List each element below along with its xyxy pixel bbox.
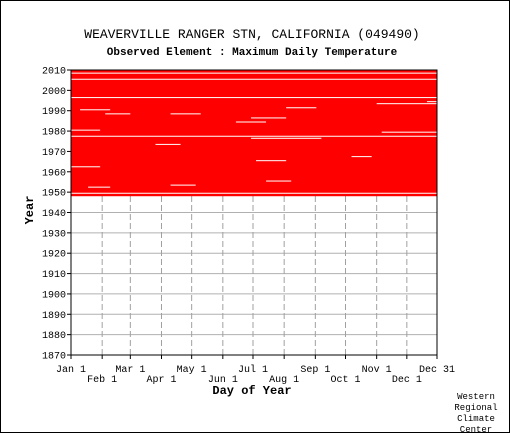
data-gap — [376, 103, 437, 105]
data-gap — [88, 186, 111, 188]
data-gap — [266, 180, 292, 182]
credit-line-3: Climate — [457, 414, 495, 424]
y-tick-label: 1930 — [42, 229, 66, 240]
data-gap — [256, 160, 287, 162]
x-axis-label: Day of Year — [212, 384, 291, 398]
data-gap — [71, 192, 437, 194]
data-gap — [71, 97, 437, 99]
data-gap — [170, 184, 196, 186]
y-tick-label: 1960 — [42, 168, 66, 179]
y-tick-label: 1870 — [42, 352, 66, 363]
data-gap — [286, 107, 317, 109]
x-tick-label: Nov 1 — [362, 365, 392, 376]
data-gap — [71, 129, 101, 131]
chart-subtitle: Observed Element : Maximum Daily Tempera… — [107, 47, 398, 59]
y-axis: 1870 1880 1890 1900 1910 1920 1930 1940 1950 1960… — [42, 67, 71, 363]
y-tick-label: 1890 — [42, 311, 66, 322]
data-coverage — [71, 70, 437, 197]
data-gap — [71, 72, 437, 74]
x-tick-label: Apr 1 — [146, 375, 176, 386]
x-tick-label: Feb 1 — [87, 374, 117, 386]
y-tick-label: 1980 — [42, 128, 66, 139]
x-axis: Jan 1 Mar 1 May 1 Jul 1 Sep 1 Nov 1 Dec 31 Feb … — [56, 355, 455, 386]
chart-title: WEAVERVILLE RANGER STN, CALIFORNIA (0494… — [84, 27, 419, 42]
data-layer — [71, 70, 437, 197]
data-gap — [426, 101, 437, 103]
data-gap — [71, 78, 437, 80]
x-tick-label: Dec 31 — [419, 365, 455, 376]
data-gap — [105, 113, 131, 115]
y-axis-label: Year — [23, 196, 37, 225]
y-tick-label: 2000 — [42, 87, 66, 98]
y-tick-label: 1880 — [42, 331, 66, 342]
x-tick-label: May 1 — [177, 365, 207, 376]
data-gap — [71, 135, 437, 137]
y-tick-label: 1990 — [42, 107, 66, 118]
data-gap — [170, 113, 201, 115]
x-tick-label: Oct 1 — [330, 375, 360, 386]
x-tick-label: Mar 1 — [115, 365, 145, 376]
y-tick-label: 1950 — [42, 189, 66, 200]
credit-line-1: Western — [457, 392, 495, 402]
credit-line-4: Center — [460, 425, 492, 433]
x-tick-label: Sep 1 — [300, 365, 330, 376]
credit-line-2: Regional — [454, 403, 497, 413]
y-tick-label: 1900 — [42, 290, 66, 301]
data-gap — [235, 121, 267, 123]
y-tick-label: 1910 — [42, 270, 66, 281]
x-tick-label: Jun 1 — [208, 375, 238, 386]
y-tick-label: 2010 — [42, 67, 66, 78]
y-tick-label: 1970 — [42, 148, 66, 159]
data-gap — [381, 131, 437, 133]
y-tick-label: 1920 — [42, 250, 66, 261]
data-gap — [250, 117, 287, 119]
data-gap — [351, 156, 372, 158]
x-tick-label: Dec 1 — [392, 375, 422, 386]
y-tick-label: 1940 — [42, 209, 66, 220]
data-gap — [155, 143, 181, 145]
x-tick-label: Jul 1 — [238, 364, 268, 376]
data-gap — [71, 166, 101, 168]
credit-block: Western Regional Climate Center — [454, 392, 497, 433]
x-tick-label: Jan 1 — [56, 365, 86, 376]
data-gap — [250, 137, 322, 139]
data-gap — [80, 109, 111, 111]
x-tick-label: Aug 1 — [269, 375, 299, 386]
